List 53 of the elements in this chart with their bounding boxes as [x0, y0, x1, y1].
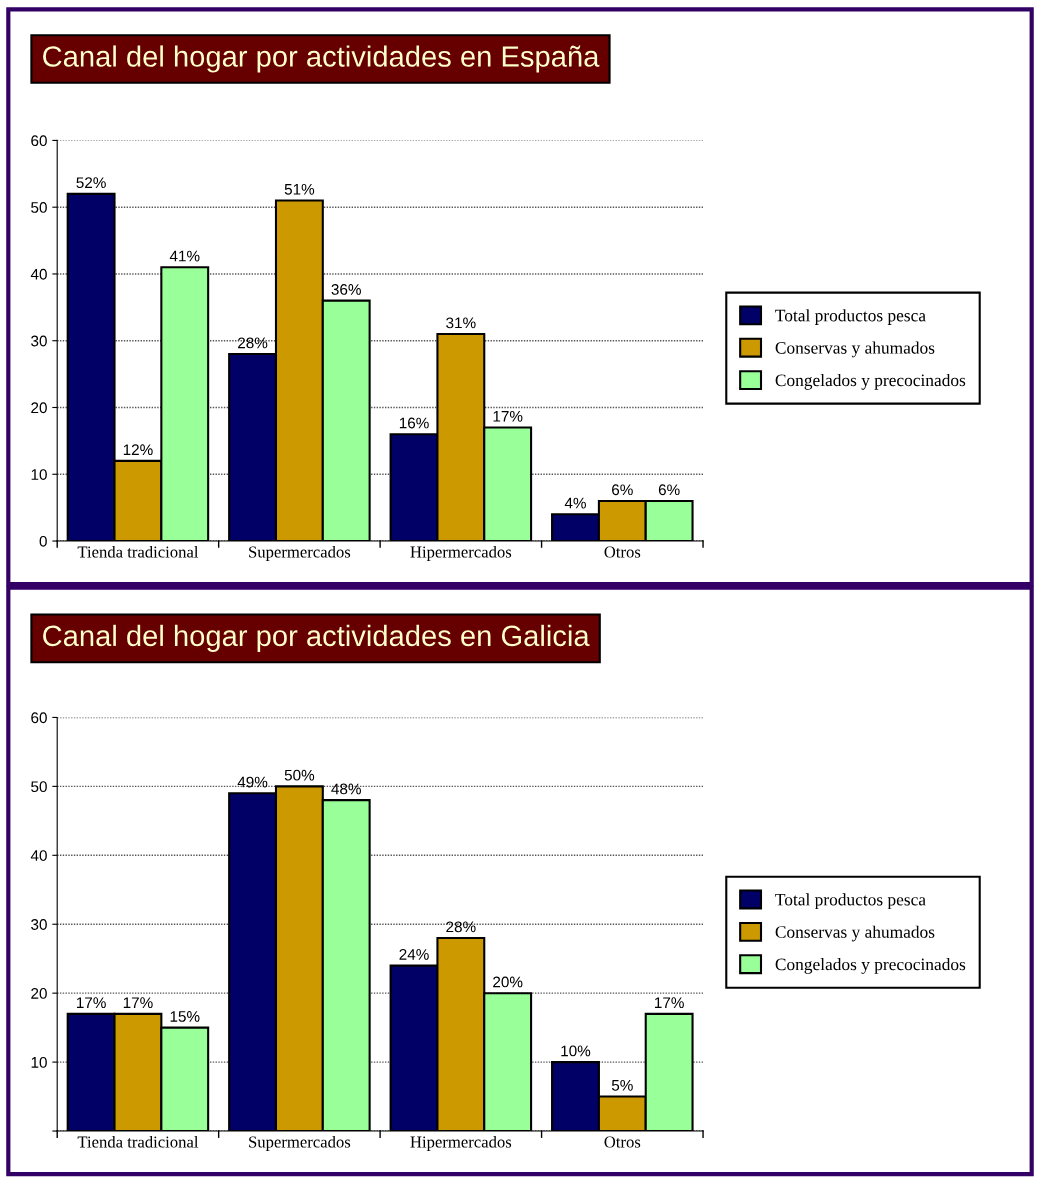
- data-label: 41%: [169, 250, 200, 262]
- data-label: 31%: [446, 317, 476, 329]
- data-label: 17%: [123, 997, 153, 1008]
- data-label: 17%: [76, 997, 106, 1008]
- x-tick-label: Supermercados: [249, 545, 351, 562]
- data-label: 4%: [564, 497, 586, 509]
- x-tick-label: Hipermercados: [410, 545, 512, 562]
- x-tick-label: Tienda tradicional: [77, 1135, 199, 1148]
- data-label: 28%: [446, 921, 476, 933]
- x-tick-label: Tienda tradicional: [77, 545, 199, 558]
- y-tick-label: 60: [31, 712, 47, 724]
- legend-label: Conservas y ahumados: [775, 925, 935, 942]
- data-label: 49%: [237, 776, 268, 788]
- x-tick-label: Otros: [604, 546, 641, 558]
- data-label: 17%: [493, 410, 523, 422]
- y-tick-label: 10: [31, 469, 47, 480]
- data-label: 51%: [284, 183, 315, 195]
- y-tick-label: 50: [31, 781, 47, 793]
- data-label: 10%: [561, 1045, 591, 1057]
- data-label: 52%: [76, 177, 106, 189]
- y-tick-label: 20: [31, 988, 47, 999]
- y-tick-label: 0: [39, 535, 47, 547]
- data-label: 6%: [658, 484, 680, 496]
- data-label: 36%: [331, 284, 361, 295]
- chart-title: Canal del hogar por actividades en España: [43, 45, 600, 73]
- chart-title: Canal del hogar por actividades en Galicia: [43, 624, 590, 652]
- data-label: 17%: [655, 997, 684, 1008]
- data-label: 5%: [611, 1080, 633, 1091]
- data-label: 48%: [331, 783, 361, 795]
- y-tick-label: 30: [31, 919, 47, 930]
- x-tick-label: Hipermercados: [410, 1135, 512, 1152]
- y-tick-label: 20: [31, 402, 47, 414]
- data-label: 24%: [399, 948, 429, 960]
- y-tick-label: 50: [31, 202, 47, 213]
- data-label: 28%: [238, 337, 268, 349]
- y-tick-label: 60: [31, 135, 47, 147]
- x-tick-label: Otros: [604, 1136, 641, 1148]
- legend-label: Total productos pesca: [775, 309, 926, 325]
- y-tick-label: 40: [30, 850, 47, 861]
- y-tick-label: 10: [31, 1056, 47, 1068]
- data-label: 15%: [170, 1011, 200, 1022]
- legend-label: Total productos pesca: [775, 893, 926, 910]
- y-tick-label: 30: [31, 335, 47, 347]
- legend-label: Congelados y precocinados: [775, 958, 966, 974]
- legend-label: Conservas y ahumados: [775, 341, 935, 358]
- data-label: 16%: [399, 417, 429, 429]
- data-label: 20%: [493, 976, 523, 988]
- x-tick-label: Supermercados: [249, 1135, 351, 1152]
- data-label: 6%: [612, 484, 633, 496]
- y-tick-label: 40: [30, 268, 47, 280]
- data-label: 12%: [123, 444, 153, 456]
- data-label: 50%: [284, 769, 315, 781]
- legend-label: Congelados y precocinados: [775, 373, 966, 390]
